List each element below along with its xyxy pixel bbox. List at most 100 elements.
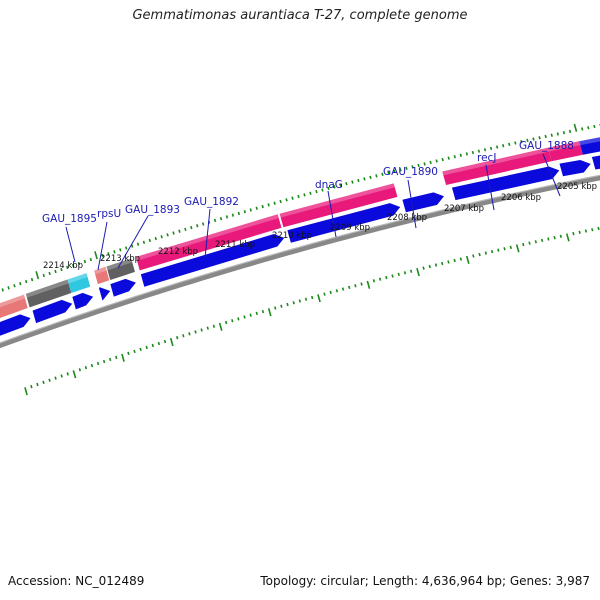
outer-ruler-tick <box>127 351 130 356</box>
outer-ruler-tick <box>597 226 600 231</box>
ruler-tick <box>526 138 529 143</box>
outer-ruler-tick <box>249 313 252 317</box>
gene-label: rpsU <box>97 208 121 220</box>
outer-ruler-tick <box>255 311 258 316</box>
ruler-tick <box>297 194 300 199</box>
ruler-tick <box>35 271 40 280</box>
ruler-tick <box>148 238 152 243</box>
ruler-tick <box>7 286 10 290</box>
outer-ruler-tick <box>48 378 51 382</box>
outer-ruler-tick <box>72 370 77 379</box>
ruler-tick <box>333 185 336 189</box>
ruler-tick <box>477 149 481 153</box>
outer-ruler-tick <box>36 382 39 387</box>
outer-ruler-tick <box>534 240 537 244</box>
ruler-tick <box>213 218 217 223</box>
ruler-labels: 2214 kbp 2213 kbp 2212 kbp 2211 kbp 2210 kbp… <box>43 182 597 271</box>
callout-line <box>117 215 149 269</box>
gene-label: dnaG <box>315 179 343 191</box>
ruler-tick <box>202 222 205 226</box>
ruler-tick <box>459 153 462 157</box>
outer-ruler-tick <box>212 324 216 328</box>
gene-block <box>94 266 110 285</box>
ruler-tick <box>441 157 444 162</box>
outer-ruler-tick <box>286 302 289 307</box>
outer-ruler-tick <box>522 242 525 247</box>
gene-label: GAU_1893 <box>125 204 180 216</box>
outer-ruler-tick <box>428 264 431 269</box>
outer-ruler-tick <box>237 317 240 321</box>
outer-ruler-tick <box>317 294 321 303</box>
ruler-tick <box>231 213 235 217</box>
gene-arrow <box>559 160 591 177</box>
outer-ruler-tick <box>422 266 425 270</box>
outer-ruler-tick <box>298 299 302 303</box>
ruler-label: 2211 kbp <box>215 240 255 250</box>
backbone-line <box>0 175 600 349</box>
outer-ruler-tick <box>565 233 570 242</box>
outer-ruler-tick <box>447 260 450 264</box>
ruler-tick <box>130 244 134 248</box>
outer-ruler-tick <box>372 279 376 283</box>
ruler-tick <box>327 186 330 191</box>
map-title: Gemmatimonas aurantiaca T-27, complete g… <box>132 8 468 23</box>
outer-ruler-tick <box>465 255 470 264</box>
ruler-tick <box>381 172 384 176</box>
gene-arrow <box>591 155 600 170</box>
ruler-tick <box>399 168 402 172</box>
ruler-tick <box>291 196 294 200</box>
outer-ruler-tick <box>360 282 363 286</box>
ruler-tick <box>77 261 81 266</box>
ruler-tick <box>453 155 456 159</box>
ruler-tick <box>267 203 270 207</box>
gene-arrow <box>72 292 94 310</box>
ruler-tick <box>1 288 4 292</box>
accession-text: Accession: NC_012489 <box>8 574 145 588</box>
ruler-tick <box>279 199 282 204</box>
ruler-tick <box>30 277 34 282</box>
gene-label: GAU_1892 <box>184 196 239 208</box>
ruler-label: 2213 kbp <box>100 254 140 264</box>
inner-ruler-ticks <box>1 123 600 292</box>
outer-ruler-ticks <box>24 226 600 396</box>
outer-ruler-tick <box>559 234 563 238</box>
ruler-tick <box>471 150 475 155</box>
gene-label: GAU_1890 <box>383 166 438 178</box>
ruler-tick <box>184 227 187 232</box>
ruler-tick <box>125 246 128 250</box>
ruler-label: 2205 kbp <box>557 182 597 192</box>
outer-ruler-tick <box>354 284 357 288</box>
gene-block-shade <box>547 141 581 152</box>
callout-line <box>485 164 495 211</box>
ruler-tick <box>351 180 354 184</box>
ruler-tick <box>544 134 547 139</box>
ruler-tick <box>24 279 28 284</box>
outer-ruler-tick <box>274 306 277 310</box>
ruler-tick <box>593 124 596 129</box>
gene-arrow <box>98 287 111 301</box>
outer-ruler-tick <box>540 238 544 243</box>
outer-ruler-tick <box>329 290 332 295</box>
outer-ruler-tick <box>335 289 339 293</box>
outer-ruler-tick <box>403 271 407 275</box>
outer-ruler-tick <box>584 229 588 233</box>
outer-ruler-tick <box>60 374 63 378</box>
ruler-label: 2207 kbp <box>444 204 484 214</box>
ruler-tick <box>447 156 450 160</box>
gene-label: GAU_1895 <box>42 213 97 225</box>
outer-ruler-tick <box>96 361 100 366</box>
outer-ruler-tick <box>578 230 581 234</box>
ruler-tick <box>483 148 487 152</box>
outer-ruler-tick <box>528 241 531 245</box>
ruler-tick <box>154 236 157 241</box>
ruler-tick <box>369 175 372 180</box>
ruler-tick <box>13 284 16 288</box>
ruler-tick <box>375 174 378 178</box>
ruler-tick <box>66 265 69 270</box>
ruler-tick <box>429 160 432 165</box>
outer-ruler-tick <box>24 387 28 396</box>
outer-ruler-tick <box>280 304 283 308</box>
ruler-tick <box>345 181 348 186</box>
ruler-tick <box>309 191 312 195</box>
outer-ruler-tick <box>311 295 314 300</box>
